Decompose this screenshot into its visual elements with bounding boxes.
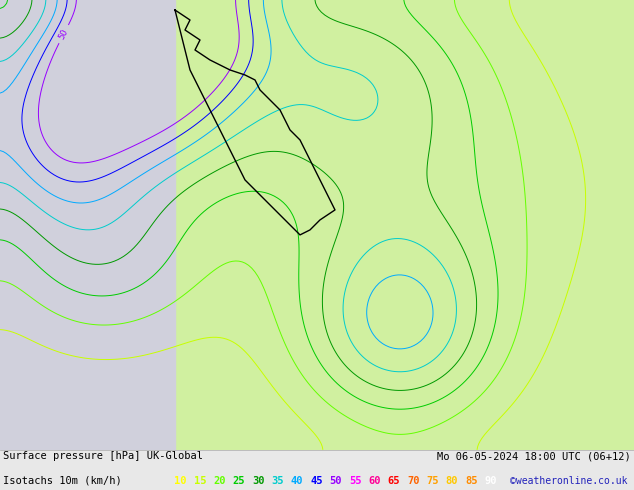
Bar <box>0 0 175 450</box>
Text: Isotachs 10m (km/h): Isotachs 10m (km/h) <box>3 476 122 486</box>
Text: 50: 50 <box>330 476 342 486</box>
Text: 15: 15 <box>194 476 206 486</box>
Text: 85: 85 <box>465 476 478 486</box>
Text: 80: 80 <box>446 476 458 486</box>
Text: 20: 20 <box>213 476 226 486</box>
Text: 50: 50 <box>57 27 70 41</box>
Text: Mo 06-05-2024 18:00 UTC (06+12): Mo 06-05-2024 18:00 UTC (06+12) <box>437 451 631 462</box>
Text: 45: 45 <box>310 476 323 486</box>
Text: 10: 10 <box>174 476 187 486</box>
Text: 55: 55 <box>349 476 361 486</box>
Text: 40: 40 <box>291 476 303 486</box>
Text: 35: 35 <box>271 476 284 486</box>
Text: 75: 75 <box>427 476 439 486</box>
Text: Surface pressure [hPa] UK-Global: Surface pressure [hPa] UK-Global <box>3 451 203 462</box>
Text: 30: 30 <box>252 476 264 486</box>
Text: 60: 60 <box>368 476 381 486</box>
Text: ©weatheronline.co.uk: ©weatheronline.co.uk <box>510 476 628 486</box>
Text: 90: 90 <box>484 476 497 486</box>
Text: 70: 70 <box>407 476 420 486</box>
Text: 25: 25 <box>233 476 245 486</box>
Text: 65: 65 <box>387 476 400 486</box>
